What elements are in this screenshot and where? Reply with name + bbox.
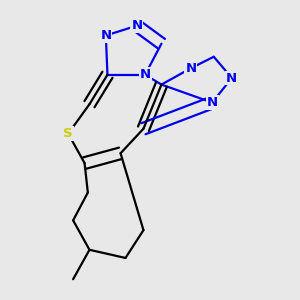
Text: N: N xyxy=(226,71,237,85)
Text: N: N xyxy=(185,62,197,75)
Text: N: N xyxy=(207,96,218,109)
Text: S: S xyxy=(63,127,73,140)
Text: N: N xyxy=(131,19,142,32)
Text: N: N xyxy=(140,68,151,81)
Text: N: N xyxy=(100,29,111,42)
